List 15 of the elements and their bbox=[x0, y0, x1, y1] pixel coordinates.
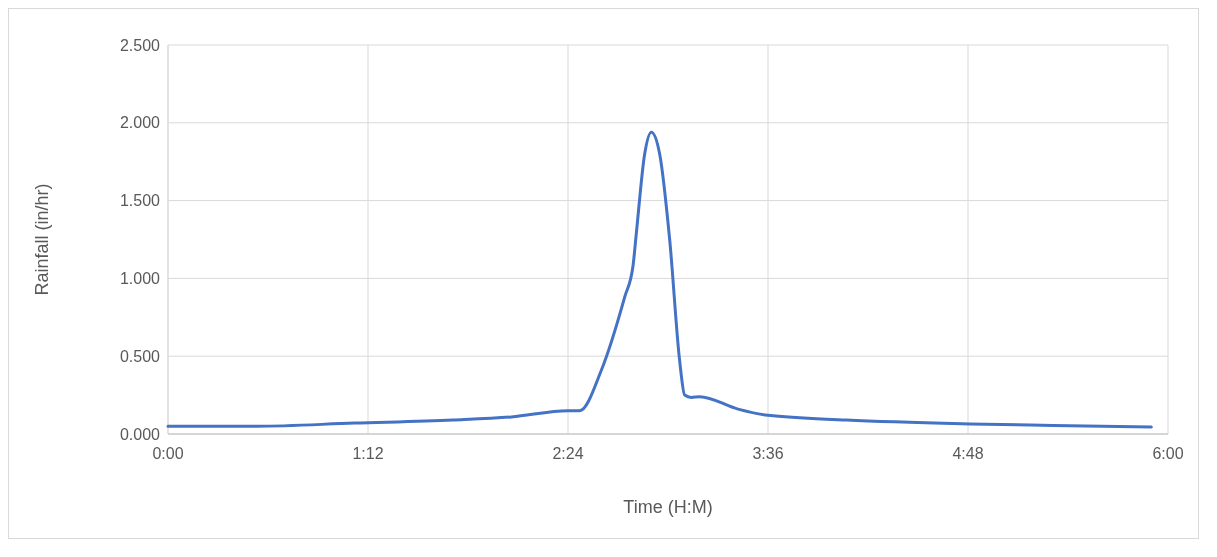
y-tick-label: 2.500 bbox=[119, 36, 161, 54]
y-tick-label: 2.000 bbox=[119, 114, 161, 132]
x-tick-label: 0:00 bbox=[152, 445, 184, 462]
x-tick-label: 1:12 bbox=[352, 445, 384, 462]
x-tick-label: 2:24 bbox=[552, 445, 584, 462]
x-axis-title: Time (H:M) bbox=[623, 497, 713, 517]
y-tick-label: 0.000 bbox=[119, 425, 161, 443]
y-tick-label: 1.500 bbox=[119, 192, 161, 210]
line-series bbox=[166, 130, 1153, 429]
x-tick-label: 6:00 bbox=[1152, 445, 1184, 462]
x-tick-label: 4:48 bbox=[952, 445, 984, 462]
y-tick-label: 1.000 bbox=[119, 270, 161, 287]
x-tick-label: 3:36 bbox=[752, 445, 784, 462]
y-tick-label: 0.500 bbox=[119, 347, 161, 365]
y-axis-title: Rainfall (in/hr) bbox=[32, 183, 52, 296]
